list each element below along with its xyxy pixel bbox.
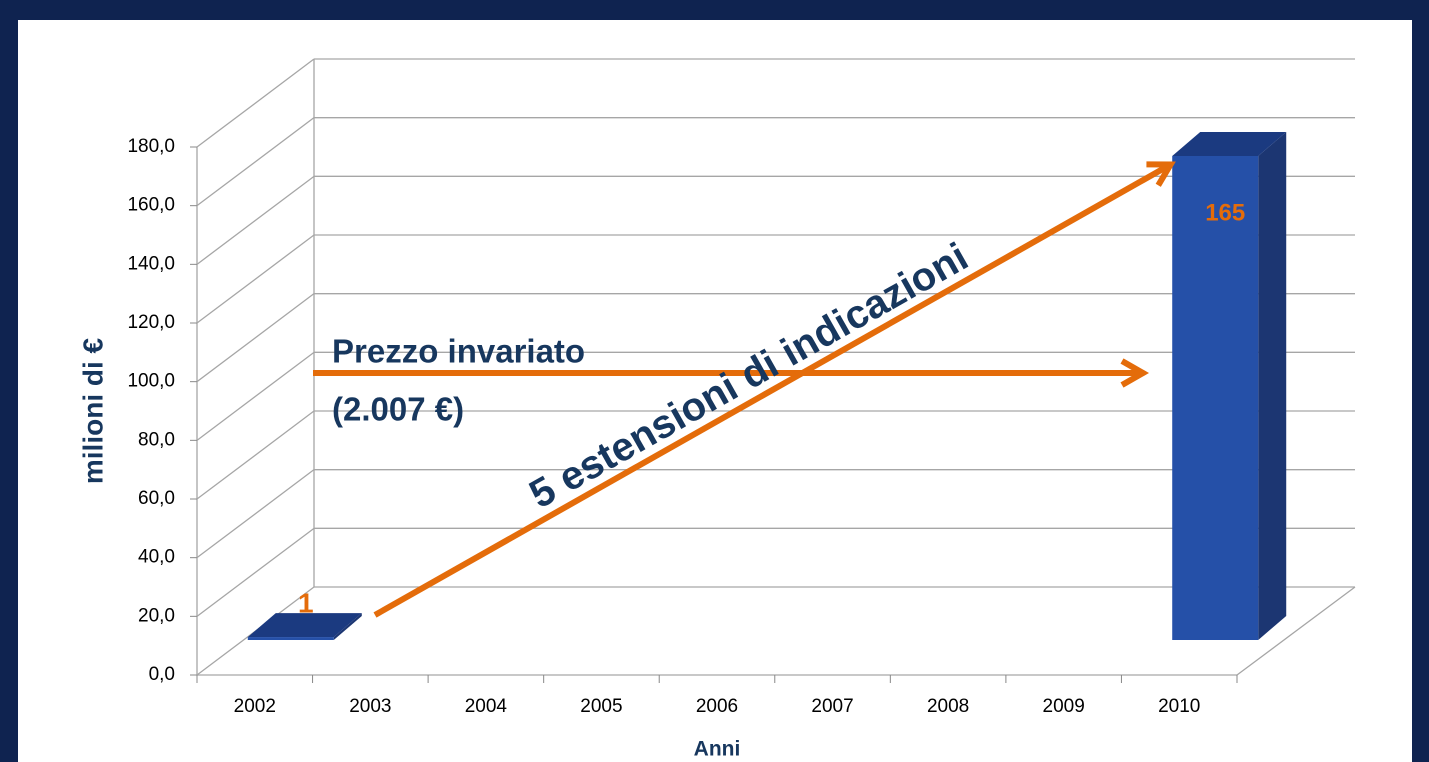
bar-top: [1172, 132, 1287, 156]
y-tick-label: 180,0: [127, 136, 175, 157]
y-tick-label: 120,0: [127, 312, 175, 333]
x-tick-label: 2007: [811, 696, 853, 717]
axis-line: [1236, 586, 1356, 676]
x-tick-label: 2003: [349, 696, 391, 717]
y-tick-label: 140,0: [127, 253, 175, 274]
grid-line: [196, 117, 315, 207]
x-tick-label: 2006: [696, 696, 738, 717]
x-tick-label: 2002: [234, 696, 276, 717]
bar: [247, 637, 334, 640]
arrow: [373, 161, 1176, 618]
annotation: (2.007 €): [332, 391, 464, 428]
grid-line: [196, 469, 315, 559]
bar-top: [247, 613, 362, 638]
y-tick-label: 20,0: [138, 605, 175, 626]
grid-line: [196, 175, 315, 265]
grid-line: [196, 234, 315, 324]
grid-line: [196, 351, 315, 441]
x-axis-label: Anni: [694, 738, 741, 761]
bar: [1172, 156, 1259, 640]
bar-side: [1258, 132, 1287, 640]
y-tick-label: 60,0: [138, 488, 175, 509]
y-tick-label: 100,0: [127, 371, 175, 392]
grid-line: [196, 410, 315, 500]
y-tick-label: 0,0: [149, 664, 175, 685]
grid-line: [196, 527, 315, 617]
x-tick-label: 2004: [465, 696, 508, 717]
y-tick-label: 40,0: [138, 547, 175, 568]
bar-side: [333, 613, 362, 640]
x-tick-label: 2009: [1043, 696, 1085, 717]
data-label: 1: [298, 587, 314, 618]
x-tick-label: 2008: [927, 696, 969, 717]
y-tick-label: 80,0: [138, 429, 175, 450]
x-tick-label: 2010: [1158, 696, 1200, 717]
x-tick-label: 2005: [580, 696, 622, 717]
y-tick-label: 160,0: [127, 195, 175, 216]
y-axis-label: milioni di €: [77, 337, 108, 484]
data-label: 165: [1205, 199, 1245, 226]
annotation: Prezzo invariato: [332, 333, 585, 370]
grid-line: [196, 58, 315, 148]
grid-line: [196, 293, 315, 383]
